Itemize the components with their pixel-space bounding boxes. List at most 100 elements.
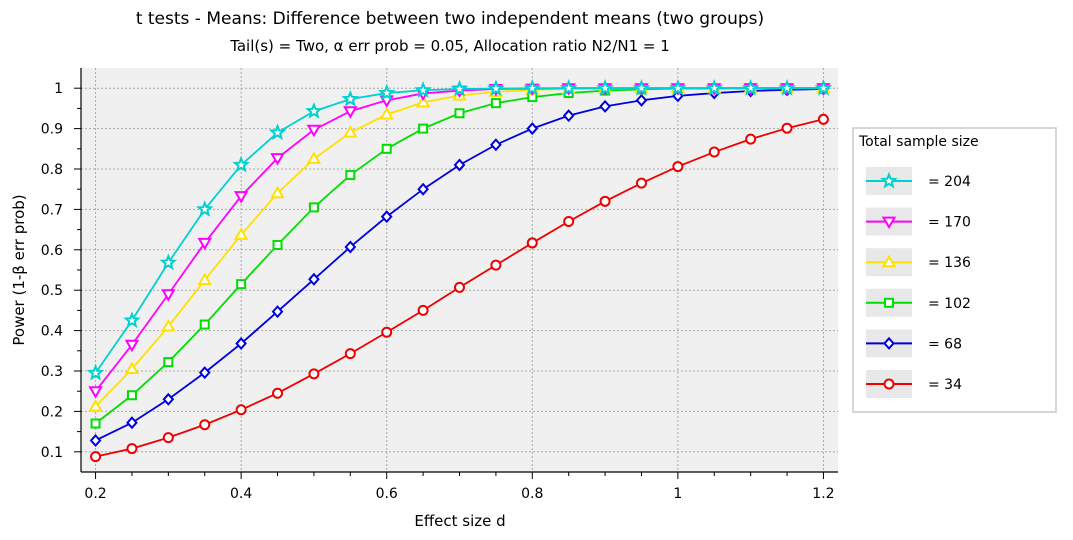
x-axis-label: Effect size d (414, 512, 505, 530)
data-point (817, 113, 829, 125)
data-point (380, 210, 393, 224)
data-point (379, 106, 394, 120)
data-point (414, 80, 432, 98)
y-tick-label: 1 (54, 81, 63, 97)
data-point (450, 79, 469, 97)
data-point (308, 368, 320, 380)
data-point (126, 416, 138, 430)
data-point (635, 93, 648, 107)
legend-label: = 34 (928, 377, 962, 393)
data-point (88, 399, 103, 412)
data-point (90, 418, 101, 429)
y-axis-label: Power (1-β err prob) (10, 194, 28, 345)
data-point (272, 387, 284, 399)
data-point (305, 101, 323, 119)
x-tick-label: 0.8 (521, 486, 543, 502)
data-point (161, 319, 176, 332)
data-point (88, 386, 103, 399)
y-tick-label: 0.3 (41, 364, 63, 380)
x-tick-label: 0.2 (84, 486, 106, 502)
data-point (199, 319, 210, 330)
data-point (454, 281, 465, 293)
data-point (377, 83, 396, 101)
legend: Total sample size = 204= 170= 136= 102= … (852, 127, 1057, 413)
x-tick-label: 1 (673, 486, 682, 502)
data-point (195, 200, 214, 217)
data-point (417, 182, 429, 196)
data-point (308, 202, 319, 213)
data-point (236, 279, 247, 290)
data-point (272, 239, 283, 250)
data-point (86, 363, 105, 381)
data-point (233, 227, 249, 240)
x-tick-label: 0.6 (376, 486, 398, 502)
legend-item: = 68 (866, 329, 962, 358)
y-tick-label: 0.9 (41, 122, 63, 138)
series (89, 82, 830, 447)
series-layer (86, 78, 833, 463)
legend-item: = 170 (866, 207, 971, 236)
data-point (490, 98, 501, 109)
data-point (884, 297, 894, 308)
data-point (235, 337, 247, 351)
data-point (162, 392, 175, 406)
legend-items: = 204 = 170 = 136 = 102 = 68 = 34 (866, 167, 971, 398)
data-point (781, 122, 793, 134)
data-point (814, 78, 833, 96)
data-point (123, 311, 141, 328)
data-point (745, 133, 757, 145)
data-point (381, 326, 393, 338)
data-point (880, 171, 898, 189)
data-point (526, 237, 538, 249)
data-point (343, 125, 358, 138)
data-point (453, 158, 466, 172)
data-point (526, 122, 539, 136)
y-tick-label: 0.2 (41, 404, 63, 420)
legend-item: = 136 (866, 248, 971, 277)
data-point (344, 348, 356, 360)
data-point (490, 259, 502, 271)
data-point (233, 191, 249, 204)
data-point (124, 339, 140, 353)
data-point (345, 170, 356, 181)
legend-item: = 34 (866, 370, 962, 398)
y-tick-label: 0.5 (41, 283, 63, 299)
series (90, 113, 829, 463)
data-point (126, 443, 138, 455)
data-point (163, 357, 174, 368)
y-tick-label: 0.8 (41, 162, 63, 178)
data-point (270, 185, 285, 199)
data-point (563, 216, 575, 228)
data-point (415, 94, 431, 108)
data-point (159, 253, 178, 271)
data-point (162, 432, 174, 444)
x-tick-label: 1.2 (812, 486, 834, 502)
data-point (90, 451, 102, 463)
axes: 0.2 0.4 0.6 0.8 1 1.2 0.1 0.2 0.3 0.4 0.5 0.6 0.7 0.8… (41, 68, 838, 502)
data-point (381, 143, 392, 154)
y-tick-label: 0.6 (41, 243, 63, 259)
data-point (343, 106, 358, 119)
data-point (881, 216, 897, 230)
legend-label: = 136 (928, 255, 971, 271)
data-point (341, 89, 360, 107)
legend-title: Total sample size (858, 134, 979, 150)
data-point (199, 419, 211, 431)
legend-label: = 204 (928, 174, 971, 190)
data-point (559, 78, 578, 96)
data-point (344, 240, 357, 254)
data-point (883, 378, 895, 390)
data-point (778, 78, 796, 96)
x-tick-label: 0.4 (230, 486, 252, 502)
data-point (599, 99, 611, 113)
y-tick-label: 0.4 (41, 324, 63, 340)
data-point (632, 78, 651, 96)
chart-title: t tests - Means: Difference between two … (136, 9, 764, 29)
data-point (523, 78, 542, 96)
data-point (197, 237, 212, 251)
data-point (417, 304, 429, 316)
y-tick-label: 0.1 (41, 445, 63, 461)
legend-label: = 68 (928, 336, 962, 352)
data-point (197, 272, 212, 286)
